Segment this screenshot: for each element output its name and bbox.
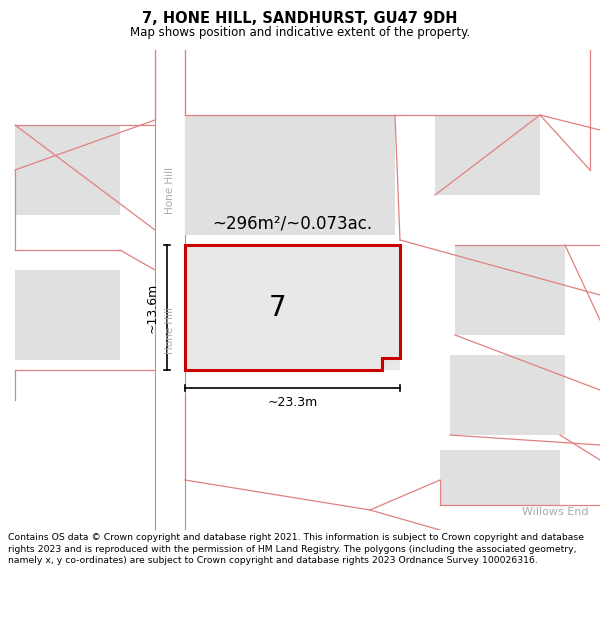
Bar [185,245,400,370]
Bar [440,450,560,505]
Text: 7, HONE HILL, SANDHURST, GU47 9DH: 7, HONE HILL, SANDHURST, GU47 9DH [142,11,458,26]
Polygon shape [185,245,400,370]
Text: ~23.3m: ~23.3m [268,396,317,409]
Text: ~296m²/~0.073ac.: ~296m²/~0.073ac. [212,214,373,232]
Text: ~13.6m: ~13.6m [146,282,159,332]
Bar [455,245,565,335]
Bar [450,355,565,435]
Bar [435,115,540,195]
Text: Map shows position and indicative extent of the property.: Map shows position and indicative extent… [130,26,470,39]
Bar [185,115,395,235]
Bar [155,50,185,530]
Bar [15,270,120,360]
Text: 7: 7 [269,294,286,321]
Bar [15,125,120,215]
Text: Hone Hill: Hone Hill [165,166,175,214]
Text: Hone Hill: Hone Hill [165,306,175,354]
Text: Contains OS data © Crown copyright and database right 2021. This information is : Contains OS data © Crown copyright and d… [8,533,584,566]
Text: Willows End: Willows End [521,507,588,517]
